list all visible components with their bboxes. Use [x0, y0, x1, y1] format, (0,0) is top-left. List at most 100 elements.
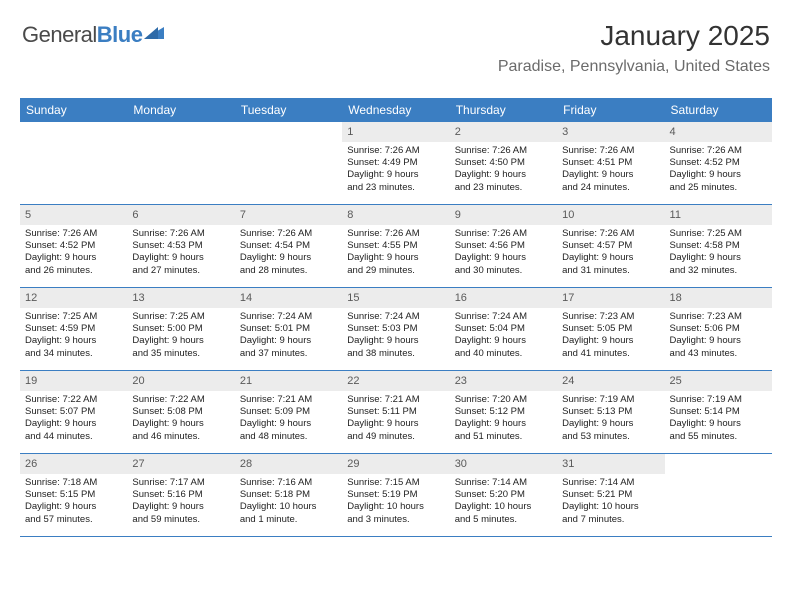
day-cell: 25 Sunrise: 7:19 AMSunset: 5:14 PMDayligh…: [665, 371, 772, 453]
sunrise-text: Sunrise: 7:26 AM: [240, 228, 337, 240]
day-number: 13: [127, 288, 234, 308]
sunset-text: Sunset: 5:14 PM: [670, 406, 767, 418]
daylight-text: Daylight: 9 hours: [670, 169, 767, 181]
sunset-text: Sunset: 5:01 PM: [240, 323, 337, 335]
day-cell: 7Sunrise: 7:26 AMSunset: 4:54 PMDaylight…: [235, 205, 342, 287]
day-cell: 1Sunrise: 7:26 AMSunset: 4:49 PMDaylight…: [342, 122, 449, 204]
sunset-text: Sunset: 4:59 PM: [25, 323, 122, 335]
sunrise-text: Sunrise: 7:24 AM: [240, 311, 337, 323]
daylight-text: and 5 minutes.: [455, 514, 552, 526]
daylight-text: and 37 minutes.: [240, 348, 337, 360]
day-cell: 21Sunrise: 7:21 AMSunset: 5:09 PMDayligh…: [235, 371, 342, 453]
daylight-text: and 55 minutes.: [670, 431, 767, 443]
sunset-text: Sunset: 4:57 PM: [562, 240, 659, 252]
sunrise-text: Sunrise: 7:26 AM: [25, 228, 122, 240]
day-number: 31: [557, 454, 664, 474]
daylight-text: and 34 minutes.: [25, 348, 122, 360]
sunset-text: Sunset: 4:51 PM: [562, 157, 659, 169]
day-cell: 20Sunrise: 7:22 AMSunset: 5:08 PMDayligh…: [127, 371, 234, 453]
weekday-header-row: Sunday Monday Tuesday Wednesday Thursday…: [20, 98, 772, 122]
day-cell: 3Sunrise: 7:26 AMSunset: 4:51 PMDaylight…: [557, 122, 664, 204]
logo-triangle-icon: [144, 23, 164, 39]
daylight-text: Daylight: 9 hours: [132, 501, 229, 513]
sunrise-text: Sunrise: 7:22 AM: [25, 394, 122, 406]
daylight-text: Daylight: 9 hours: [347, 418, 444, 430]
day-number: 5: [20, 205, 127, 225]
day-cell: 23Sunrise: 7:20 AMSunset: 5:12 PMDayligh…: [450, 371, 557, 453]
sunset-text: Sunset: 5:21 PM: [562, 489, 659, 501]
week-row: 1Sunrise: 7:26 AMSunset: 4:49 PMDaylight…: [20, 122, 772, 205]
sunrise-text: Sunrise: 7:26 AM: [670, 145, 767, 157]
sunset-text: Sunset: 4:56 PM: [455, 240, 552, 252]
daylight-text: Daylight: 9 hours: [670, 335, 767, 347]
day-number: 23: [450, 371, 557, 391]
daylight-text: and 1 minute.: [240, 514, 337, 526]
sunset-text: Sunset: 5:16 PM: [132, 489, 229, 501]
daylight-text: Daylight: 9 hours: [455, 169, 552, 181]
day-number: 19: [20, 371, 127, 391]
sunrise-text: Sunrise: 7:23 AM: [670, 311, 767, 323]
daylight-text: Daylight: 9 hours: [455, 335, 552, 347]
daylight-text: and 25 minutes.: [670, 182, 767, 194]
day-cell: 11Sunrise: 7:25 AMSunset: 4:58 PMDayligh…: [665, 205, 772, 287]
day-number: 30: [450, 454, 557, 474]
day-cell: 6Sunrise: 7:26 AMSunset: 4:53 PMDaylight…: [127, 205, 234, 287]
sunset-text: Sunset: 5:18 PM: [240, 489, 337, 501]
sunrise-text: Sunrise: 7:19 AM: [670, 394, 767, 406]
daylight-text: Daylight: 9 hours: [25, 501, 122, 513]
daylight-text: Daylight: 9 hours: [25, 418, 122, 430]
daylight-text: Daylight: 10 hours: [562, 501, 659, 513]
daylight-text: Daylight: 9 hours: [132, 335, 229, 347]
sunset-text: Sunset: 5:04 PM: [455, 323, 552, 335]
daylight-text: and 3 minutes.: [347, 514, 444, 526]
day-number: 25: [665, 371, 772, 391]
daylight-text: Daylight: 9 hours: [25, 252, 122, 264]
sunrise-text: Sunrise: 7:25 AM: [25, 311, 122, 323]
daylight-text: and 32 minutes.: [670, 265, 767, 277]
week-row: 19Sunrise: 7:22 AMSunset: 5:07 PMDayligh…: [20, 371, 772, 454]
day-number: 28: [235, 454, 342, 474]
day-number: 27: [127, 454, 234, 474]
day-cell: 13Sunrise: 7:25 AMSunset: 5:00 PMDayligh…: [127, 288, 234, 370]
sunrise-text: Sunrise: 7:24 AM: [347, 311, 444, 323]
sunrise-text: Sunrise: 7:26 AM: [347, 228, 444, 240]
weekday-header: Thursday: [450, 98, 557, 122]
day-cell: 9Sunrise: 7:26 AMSunset: 4:56 PMDaylight…: [450, 205, 557, 287]
sunrise-text: Sunrise: 7:20 AM: [455, 394, 552, 406]
daylight-text: and 28 minutes.: [240, 265, 337, 277]
week-row: 26Sunrise: 7:18 AMSunset: 5:15 PMDayligh…: [20, 454, 772, 537]
day-number: 29: [342, 454, 449, 474]
daylight-text: and 49 minutes.: [347, 431, 444, 443]
sunset-text: Sunset: 5:20 PM: [455, 489, 552, 501]
day-number: 1: [342, 122, 449, 142]
sunrise-text: Sunrise: 7:25 AM: [670, 228, 767, 240]
daylight-text: Daylight: 9 hours: [562, 252, 659, 264]
sunset-text: Sunset: 5:09 PM: [240, 406, 337, 418]
day-cell: 17Sunrise: 7:23 AMSunset: 5:05 PMDayligh…: [557, 288, 664, 370]
sunset-text: Sunset: 5:05 PM: [562, 323, 659, 335]
daylight-text: Daylight: 9 hours: [132, 418, 229, 430]
location-subtitle: Paradise, Pennsylvania, United States: [498, 58, 770, 76]
day-cell: 15Sunrise: 7:24 AMSunset: 5:03 PMDayligh…: [342, 288, 449, 370]
daylight-text: Daylight: 9 hours: [670, 418, 767, 430]
day-cell: 24Sunrise: 7:19 AMSunset: 5:13 PMDayligh…: [557, 371, 664, 453]
daylight-text: and 53 minutes.: [562, 431, 659, 443]
sunrise-text: Sunrise: 7:26 AM: [455, 145, 552, 157]
day-number: 8: [342, 205, 449, 225]
sunrise-text: Sunrise: 7:24 AM: [455, 311, 552, 323]
daylight-text: and 23 minutes.: [455, 182, 552, 194]
sunrise-text: Sunrise: 7:26 AM: [562, 228, 659, 240]
sunrise-text: Sunrise: 7:15 AM: [347, 477, 444, 489]
day-cell: 4Sunrise: 7:26 AMSunset: 4:52 PMDaylight…: [665, 122, 772, 204]
sunrise-text: Sunrise: 7:21 AM: [240, 394, 337, 406]
day-cell: 12Sunrise: 7:25 AMSunset: 4:59 PMDayligh…: [20, 288, 127, 370]
day-cell: 16Sunrise: 7:24 AMSunset: 5:04 PMDayligh…: [450, 288, 557, 370]
day-number: 11: [665, 205, 772, 225]
sunset-text: Sunset: 5:15 PM: [25, 489, 122, 501]
daylight-text: Daylight: 10 hours: [455, 501, 552, 513]
weekday-header: Saturday: [665, 98, 772, 122]
daylight-text: and 46 minutes.: [132, 431, 229, 443]
sunset-text: Sunset: 4:55 PM: [347, 240, 444, 252]
daylight-text: and 43 minutes.: [670, 348, 767, 360]
month-title: January 2025: [498, 20, 770, 52]
